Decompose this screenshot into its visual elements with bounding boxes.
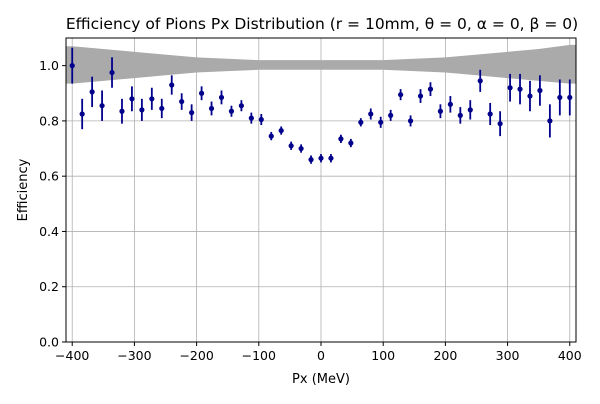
- data-point: [328, 155, 334, 161]
- data-point: [427, 86, 434, 92]
- x-tick-label: 300: [496, 348, 520, 363]
- data-point: [238, 103, 244, 109]
- data-point: [139, 107, 145, 113]
- data-point: [547, 118, 553, 124]
- data-point: [477, 78, 483, 84]
- data-point: [248, 115, 254, 121]
- y-tick-label: 0.4: [39, 224, 59, 239]
- x-tick-label: 200: [433, 348, 457, 363]
- data-point: [189, 110, 195, 116]
- data-point: [69, 63, 75, 69]
- x-axis-label: Px (MeV): [292, 372, 350, 387]
- y-tick-label: 0.2: [39, 279, 59, 294]
- data-point: [527, 93, 533, 99]
- data-point: [497, 121, 503, 127]
- grid-layer: [66, 38, 576, 343]
- data-point: [407, 118, 414, 124]
- x-tick-label: −300: [117, 348, 151, 363]
- data-point: [129, 96, 135, 102]
- data-point: [487, 111, 493, 117]
- data-point: [318, 155, 324, 161]
- data-point: [457, 112, 463, 118]
- data-point: [417, 93, 424, 99]
- data-point: [159, 105, 165, 112]
- x-tick-label: −100: [242, 348, 276, 363]
- data-point: [348, 140, 354, 146]
- data-point: [338, 136, 344, 142]
- data-point: [288, 143, 294, 149]
- x-tick-label: 0: [317, 348, 325, 363]
- y-tick-label: 0.0: [39, 335, 59, 350]
- data-point: [308, 157, 314, 163]
- data-point: [517, 86, 523, 92]
- data-point: [358, 119, 364, 125]
- data-point: [467, 107, 473, 113]
- data-point: [398, 92, 404, 98]
- data-point: [368, 111, 374, 117]
- data-point: [268, 133, 274, 139]
- data-point: [567, 94, 573, 101]
- data-point: [169, 82, 175, 88]
- data-point: [198, 90, 205, 96]
- data-point: [89, 89, 95, 95]
- data-point: [99, 103, 105, 109]
- data-point: [298, 145, 304, 152]
- data-point: [119, 108, 125, 114]
- y-tick-label: 0.6: [39, 169, 59, 184]
- points-layer: [69, 47, 573, 164]
- data-point: [278, 127, 284, 134]
- x-tick-label: 100: [371, 348, 395, 363]
- x-tick-label: −400: [55, 348, 89, 363]
- data-point: [447, 101, 453, 107]
- tick-layer: −400 −300 −200 −100 0 100 200 300 400 0.0 0.2 0.4 0.…: [39, 58, 582, 363]
- data-point: [218, 94, 225, 101]
- data-point: [179, 98, 185, 105]
- data-point: [557, 94, 563, 101]
- band-layer: [66, 44, 576, 84]
- uncertainty-band: [66, 44, 576, 84]
- data-point: [228, 108, 235, 114]
- x-tick-label: −200: [179, 348, 213, 363]
- data-point: [437, 108, 444, 114]
- y-tick-label: 1.0: [39, 58, 59, 73]
- data-point: [378, 119, 384, 125]
- y-axis-label: Efficiency: [16, 158, 31, 221]
- data-point: [149, 96, 155, 102]
- data-point: [79, 111, 85, 117]
- y-tick-label: 0.8: [39, 113, 59, 128]
- data-point: [109, 69, 115, 76]
- x-tick-label: 400: [558, 348, 582, 363]
- data-point: [537, 87, 543, 94]
- data-point: [388, 112, 394, 118]
- data-point: [507, 85, 513, 91]
- data-point: [258, 116, 264, 123]
- data-point: [208, 105, 215, 112]
- chart-title: Efficiency of Pions Px Distribution (r =…: [66, 15, 578, 33]
